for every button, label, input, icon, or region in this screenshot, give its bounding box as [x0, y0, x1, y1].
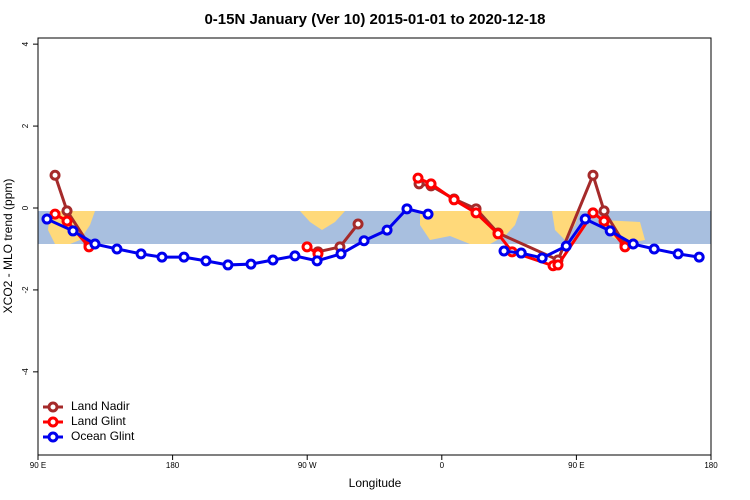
data-point — [111, 243, 123, 255]
legend-label: Land Nadir — [71, 399, 130, 413]
y-tick-label: 2 — [21, 123, 30, 128]
y-tick-label: -2 — [21, 286, 30, 294]
data-point — [358, 235, 370, 247]
data-point — [587, 207, 599, 219]
data-point — [672, 248, 684, 260]
data-point — [222, 259, 234, 271]
data-point — [598, 215, 610, 227]
data-point — [49, 169, 61, 181]
legend-marker — [47, 416, 59, 428]
chart-title: 0-15N January (Ver 10) 2015-01-01 to 202… — [204, 11, 545, 28]
x-axis-label: Longitude — [349, 476, 402, 490]
y-tick-label: 0 — [21, 205, 30, 210]
plot-frame — [37, 37, 712, 456]
data-point — [301, 241, 313, 253]
data-point — [67, 225, 79, 237]
data-point — [178, 251, 190, 263]
data-point — [289, 250, 301, 262]
y-tick-label: 4 — [21, 41, 30, 46]
data-point — [61, 205, 73, 217]
data-point — [381, 224, 393, 236]
data-point — [579, 213, 591, 225]
data-point — [598, 205, 610, 217]
x-tick-label: 90 E — [568, 461, 584, 470]
x-tick-label: 180 — [704, 461, 718, 470]
data-point — [648, 243, 660, 255]
data-point — [587, 169, 599, 181]
data-point — [448, 194, 460, 206]
legend-marker — [47, 401, 59, 413]
data-point — [267, 254, 279, 266]
data-point — [536, 252, 548, 264]
x-tick-label: 0 — [440, 461, 445, 470]
data-point — [61, 215, 73, 227]
data-point — [492, 228, 504, 240]
series-line — [503, 217, 700, 260]
data-point — [552, 259, 564, 271]
data-point — [49, 208, 61, 220]
data-point — [693, 251, 705, 263]
x-tick-label: 90 W — [298, 461, 317, 470]
data-point — [156, 251, 168, 263]
data-point — [498, 245, 510, 257]
data-point — [412, 172, 424, 184]
x-tick-label: 180 — [166, 461, 180, 470]
data-point — [470, 207, 482, 219]
data-point — [425, 178, 437, 190]
data-point — [135, 248, 147, 260]
data-point — [627, 238, 639, 250]
data-point — [245, 258, 257, 270]
data-point — [422, 208, 434, 220]
data-point — [311, 255, 323, 267]
data-point — [41, 213, 53, 225]
data-point — [515, 247, 527, 259]
y-axis-label: XCO2 - MLO trend (ppm) — [1, 179, 15, 314]
data-point — [89, 238, 101, 250]
legend-label: Ocean Glint — [71, 429, 135, 443]
legend-marker — [47, 431, 59, 443]
x-tick-label: 90 E — [30, 461, 46, 470]
data-point — [200, 255, 212, 267]
legend-label: Land Glint — [71, 414, 126, 428]
data-point — [604, 225, 616, 237]
y-tick-label: -4 — [21, 368, 30, 376]
data-point — [560, 240, 572, 252]
data-point — [401, 203, 413, 215]
data-point — [352, 218, 364, 230]
data-point — [335, 248, 347, 260]
